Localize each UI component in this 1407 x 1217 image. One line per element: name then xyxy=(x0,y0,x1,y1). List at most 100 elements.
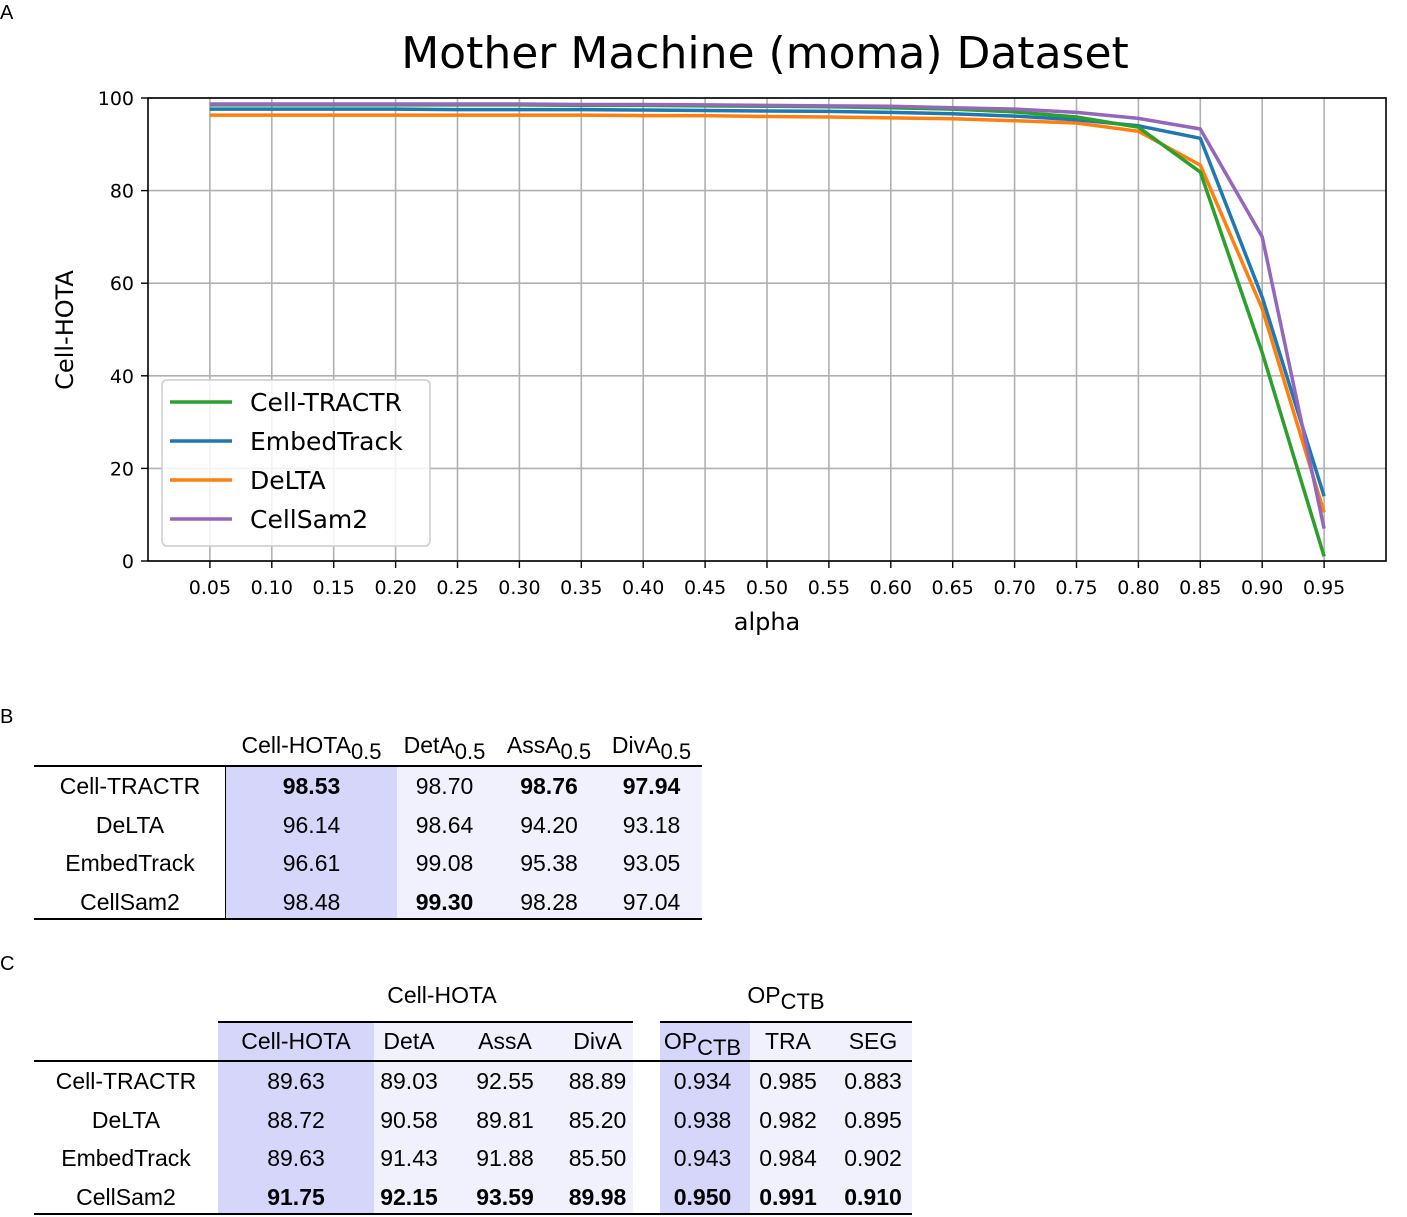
table-c-row-label: CellSam2 xyxy=(76,1184,176,1211)
x-axis-label: alpha xyxy=(734,608,801,636)
table-b-bottom-rule xyxy=(34,918,702,920)
table-c-cell: 85.20 xyxy=(568,1106,627,1133)
table-c-cell: 91.88 xyxy=(476,1145,534,1172)
table-c-row-label: EmbedTrack xyxy=(61,1145,191,1172)
table-c-cell: 91.75 xyxy=(267,1184,325,1211)
x-tick-label: 0.85 xyxy=(1179,577,1221,599)
series-line-delta xyxy=(209,113,1326,513)
table-c-cell: 0.938 xyxy=(673,1106,732,1133)
table-c-cell: 0.883 xyxy=(844,1068,902,1094)
legend: Cell-TRACTR EmbedTrack DeLTA CellSam2 xyxy=(161,379,431,547)
table-b-row-label: CellSam2 xyxy=(80,889,180,916)
table-b-header-3-sub: 0.5 xyxy=(660,739,692,764)
table-b-highlight-column xyxy=(226,766,397,919)
table-b-cell: 93.18 xyxy=(622,811,681,838)
table-c-cell: 0.895 xyxy=(844,1106,902,1133)
table-c-group-cell-hota: Cell-HOTA xyxy=(387,982,497,1008)
table-b-header-1-sub: 0.5 xyxy=(454,739,486,764)
x-tick-label: 0.20 xyxy=(374,577,416,599)
table-c-group2-rule xyxy=(660,1021,912,1023)
panel-letter-c: C xyxy=(0,953,15,975)
y-tick-label: 40 xyxy=(110,366,134,388)
table-c-cell: 0.934 xyxy=(673,1068,732,1094)
table-c-header-0-base: Cell-HOTA xyxy=(241,1028,351,1054)
table-c-header-6: SEG xyxy=(831,1028,915,1055)
table-c-group1-rule xyxy=(218,1021,633,1023)
series-line-cellsam2 xyxy=(209,102,1326,529)
table-b-cell: 95.38 xyxy=(520,850,578,877)
panel-letter-a: A xyxy=(0,2,14,24)
table-c-cell: 85.50 xyxy=(568,1145,627,1172)
x-tick-label: 0.65 xyxy=(932,577,974,599)
table-c-cell: 89.03 xyxy=(380,1068,438,1094)
table-b-header-2: AssA0.5 xyxy=(497,732,601,765)
table-c-light-band-2 xyxy=(750,1023,912,1215)
y-tick-label: 80 xyxy=(110,181,134,203)
table-b-cell: 99.30 xyxy=(415,889,474,916)
table-c-cell: 0.910 xyxy=(844,1184,902,1211)
table-b-light-band xyxy=(397,766,702,919)
legend-box xyxy=(161,379,431,547)
table-c-cell: 0.982 xyxy=(759,1106,817,1133)
table-c-cell: 0.950 xyxy=(673,1184,732,1211)
table-c-cell: 91.43 xyxy=(380,1145,438,1172)
table-c-highlight-col1 xyxy=(218,1023,374,1215)
table-c-header-5: TRA xyxy=(750,1028,826,1055)
x-tick-label: 0.05 xyxy=(189,577,231,599)
table-c-cell: 93.59 xyxy=(476,1184,534,1211)
y-tick-label: 100 xyxy=(98,88,134,110)
table-b-column-divider xyxy=(225,766,226,919)
panel-letter-b: B xyxy=(0,706,14,728)
table-b-cell: 94.20 xyxy=(520,811,578,838)
table-c-cell: 89.81 xyxy=(476,1106,534,1133)
table-c-row-label: Cell-TRACTR xyxy=(55,1068,197,1094)
table-b-cell: 98.53 xyxy=(282,773,341,799)
table-c-group-opctb-sub: CTB xyxy=(780,989,825,1014)
table-c-header-4-sub: CTB xyxy=(697,1035,742,1060)
table-b-header-1-base: DetA xyxy=(403,732,455,758)
x-tick-label: 0.30 xyxy=(498,577,540,599)
table-b-header-2-base: AssA xyxy=(506,732,561,758)
x-tick-label: 0.40 xyxy=(622,577,664,599)
table-b-header-0-base: Cell-HOTA xyxy=(241,732,351,758)
x-tick-label: 0.75 xyxy=(1055,577,1097,599)
table-b-cell: 96.14 xyxy=(282,811,341,838)
table-b-cell: 98.48 xyxy=(282,889,341,916)
table-b-row-label: Cell-TRACTR xyxy=(59,773,201,799)
x-tick-label: 0.45 xyxy=(684,577,726,599)
table-b-header-0: Cell-HOTA0.5 xyxy=(226,732,397,765)
table-c-cell: 0.985 xyxy=(759,1068,817,1094)
table-c-cell: 0.984 xyxy=(759,1145,817,1172)
table-b-header-3: DivA0.5 xyxy=(601,732,702,765)
legend-label-embedtrack: EmbedTrack xyxy=(250,427,403,456)
x-tick-label: 0.70 xyxy=(993,577,1035,599)
table-b-cell: 96.61 xyxy=(282,850,341,877)
table-c-header-4-base: OP xyxy=(663,1028,698,1054)
table-c-cell: 0.902 xyxy=(844,1145,902,1172)
x-tick-label: 0.35 xyxy=(560,577,602,599)
table-c-header-4: OPCTB xyxy=(655,1028,750,1061)
table-b-header-0-sub: 0.5 xyxy=(350,739,382,764)
table-c-cell: 89.63 xyxy=(267,1145,325,1172)
table-b-cell: 98.70 xyxy=(415,773,474,799)
table-c-row-label: DeLTA xyxy=(91,1106,161,1133)
table-c-header-5-base: TRA xyxy=(765,1028,811,1054)
table-c-header-0: Cell-HOTA xyxy=(218,1028,374,1055)
table-b-top-rule xyxy=(34,765,702,767)
table-c-cell: 88.89 xyxy=(568,1068,627,1094)
table-c-cell: 92.15 xyxy=(380,1184,438,1211)
y-tick-label: 60 xyxy=(110,273,134,295)
x-tick-label: 0.95 xyxy=(1303,577,1345,599)
table-c-cell: 90.58 xyxy=(380,1106,438,1133)
legend-label-delta: DeLTA xyxy=(250,466,326,495)
x-tick-label: 0.90 xyxy=(1241,577,1283,599)
legend-label-cellsam2: CellSam2 xyxy=(250,505,368,534)
table-c-cell: 89.63 xyxy=(267,1068,325,1094)
chart-title: Mother Machine (moma) Dataset xyxy=(401,28,1129,79)
line-chart: Mother Machine (moma) Dataset 0.05 0.10 0.… xyxy=(51,28,1387,636)
table-c-header-6-base: SEG xyxy=(848,1028,898,1054)
table-b-header-2-sub: 0.5 xyxy=(560,739,592,764)
x-tick-label: 0.50 xyxy=(746,577,788,599)
table-c-cell: 0.943 xyxy=(673,1145,732,1172)
y-tick-label: 0 xyxy=(122,551,134,573)
